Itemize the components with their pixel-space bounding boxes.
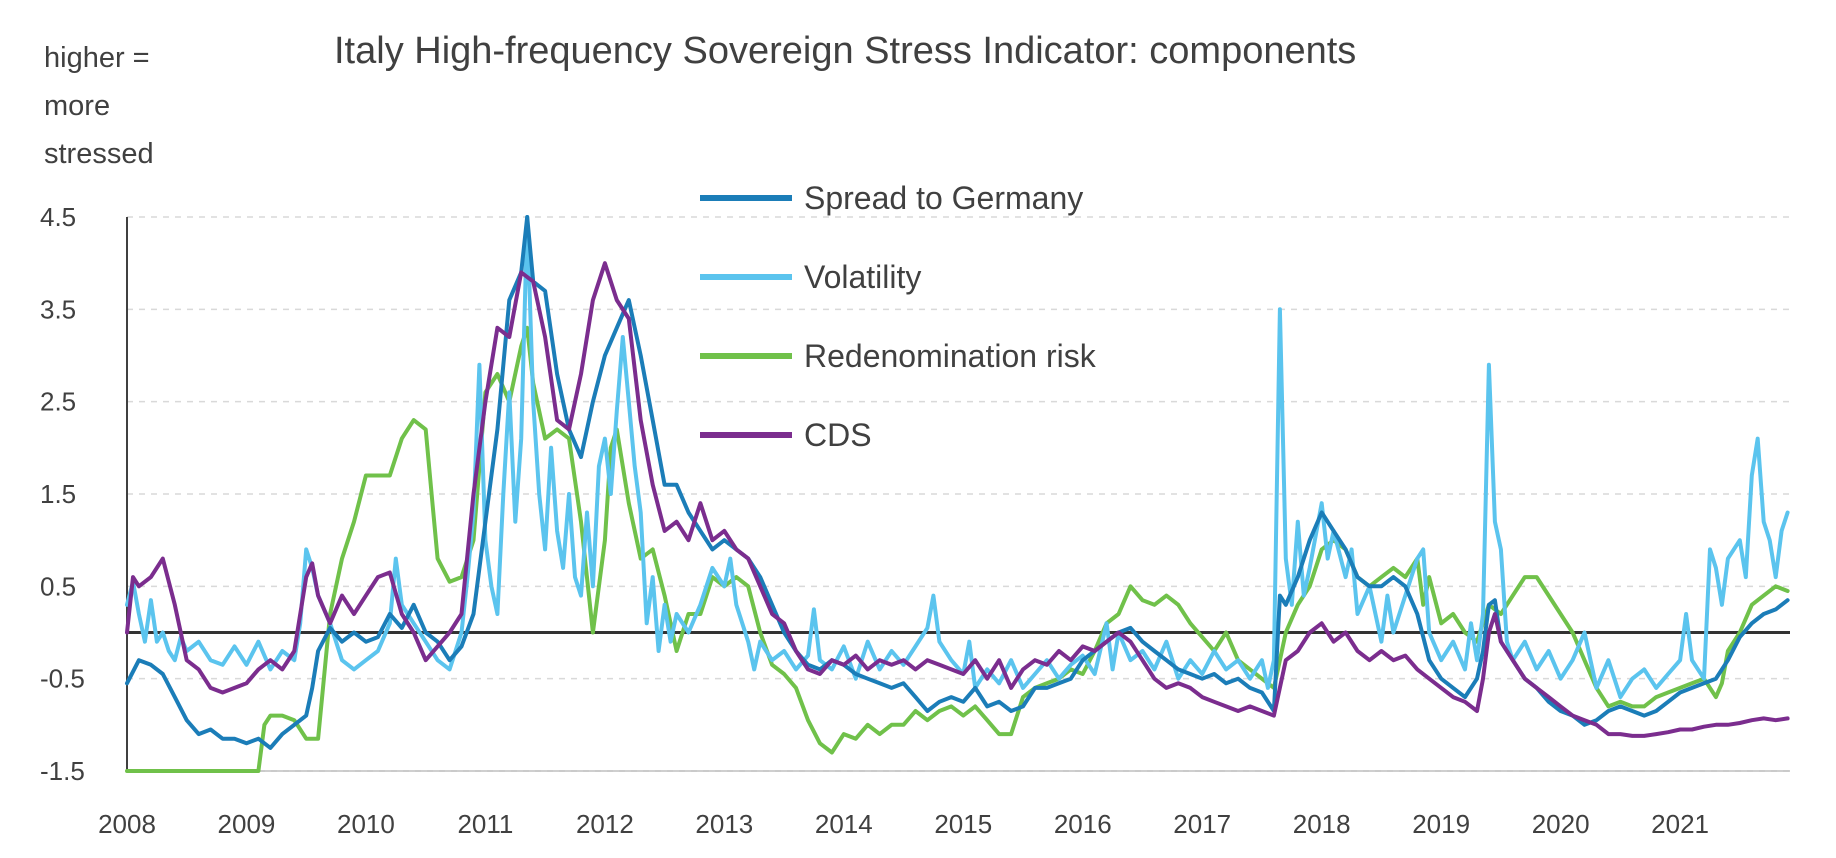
x-tick-label: 2018 xyxy=(1293,809,1351,839)
x-tick-label: 2019 xyxy=(1412,809,1470,839)
series-line-redenomination-risk xyxy=(125,325,1790,773)
chart-title: Italy High-frequency Sovereign Stress In… xyxy=(334,30,1357,72)
x-tick-label: 2020 xyxy=(1532,809,1590,839)
y-tick-label: -1.5 xyxy=(40,756,85,786)
x-tick-label: 2013 xyxy=(695,809,753,839)
x-tick-label: 2009 xyxy=(218,809,276,839)
legend-label-redenomination-risk: Redenomination risk xyxy=(804,338,1097,374)
legend: Spread to Germany Volatility Redenominatio… xyxy=(700,180,1097,453)
axis-layer: 4.5 3.5 2.5 1.5 0.5 -0.5 -1.5 2008 2009 2010 2011 2… xyxy=(40,202,1790,839)
legend-label-volatility: Volatility xyxy=(804,259,921,295)
y-axis-note-line-1: higher = xyxy=(44,42,150,74)
y-axis-note-line-2: more xyxy=(44,90,111,122)
y-axis-note: higher = more stressed xyxy=(44,34,154,178)
x-tick-label: 2008 xyxy=(98,809,156,839)
y-tick-label: -0.5 xyxy=(40,664,85,694)
y-axis-note-line-3: stressed xyxy=(44,138,154,170)
x-tick-label: 2012 xyxy=(576,809,634,839)
x-tick-label: 2015 xyxy=(934,809,992,839)
x-tick-label: 2017 xyxy=(1173,809,1231,839)
x-tick-label: 2010 xyxy=(337,809,395,839)
x-tick-label: 2011 xyxy=(457,809,513,839)
y-tick-label: 3.5 xyxy=(40,294,76,324)
x-tick-label: 2016 xyxy=(1054,809,1112,839)
y-tick-label: 2.5 xyxy=(40,387,76,417)
x-tick-label: 2014 xyxy=(815,809,873,839)
x-tick-label: 2021 xyxy=(1651,809,1709,839)
legend-label-spread-to-germany: Spread to Germany xyxy=(804,180,1083,216)
y-tick-label: 1.5 xyxy=(40,479,76,509)
series-layer xyxy=(125,215,1790,773)
legend-label-cds: CDS xyxy=(804,417,872,453)
grid-layer xyxy=(127,216,1790,772)
series-line-volatility xyxy=(125,215,1790,700)
y-tick-label: 4.5 xyxy=(40,202,76,232)
y-tick-label: 0.5 xyxy=(40,571,76,601)
series-line-cds xyxy=(125,261,1790,738)
